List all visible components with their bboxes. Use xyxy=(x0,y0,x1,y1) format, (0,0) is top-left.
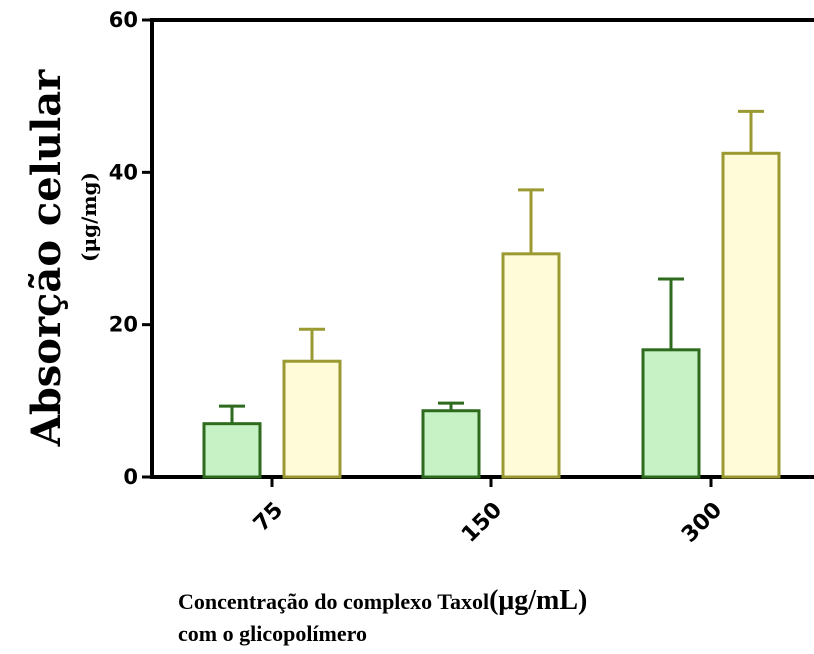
bar xyxy=(421,409,481,479)
bars-group xyxy=(202,109,781,479)
x-tick-label: 300 xyxy=(677,498,727,548)
y-axis-title: Absorção celular xyxy=(23,69,70,447)
y-tick-label: 60 xyxy=(109,8,138,32)
y-tick-label: 0 xyxy=(123,465,138,489)
x-axis-unit: (μg/mL) xyxy=(489,585,588,616)
bar xyxy=(282,359,342,479)
y-tick-label: 40 xyxy=(109,160,138,184)
y-axis-unit: (μg/mg) xyxy=(77,172,101,262)
ticks-group: 0 20 40 60 75 150 300 xyxy=(109,8,727,548)
y-tick-label: 20 xyxy=(109,313,138,337)
y-axis-label: Absorção celular (μg/mg) xyxy=(23,69,101,447)
x-tick-label: 75 xyxy=(249,498,288,537)
x-axis-title: Concentração do complexo Taxol xyxy=(178,589,490,614)
bar xyxy=(721,151,781,479)
bar xyxy=(641,348,701,479)
x-axis-title-line1: Concentração do complexo Taxol(μg/mL) xyxy=(178,585,587,617)
bar xyxy=(202,422,262,479)
bar xyxy=(501,252,561,479)
x-axis-title-line2: com o glicopolímero xyxy=(178,621,367,646)
x-tick-label: 150 xyxy=(457,498,507,548)
axes xyxy=(150,18,814,479)
